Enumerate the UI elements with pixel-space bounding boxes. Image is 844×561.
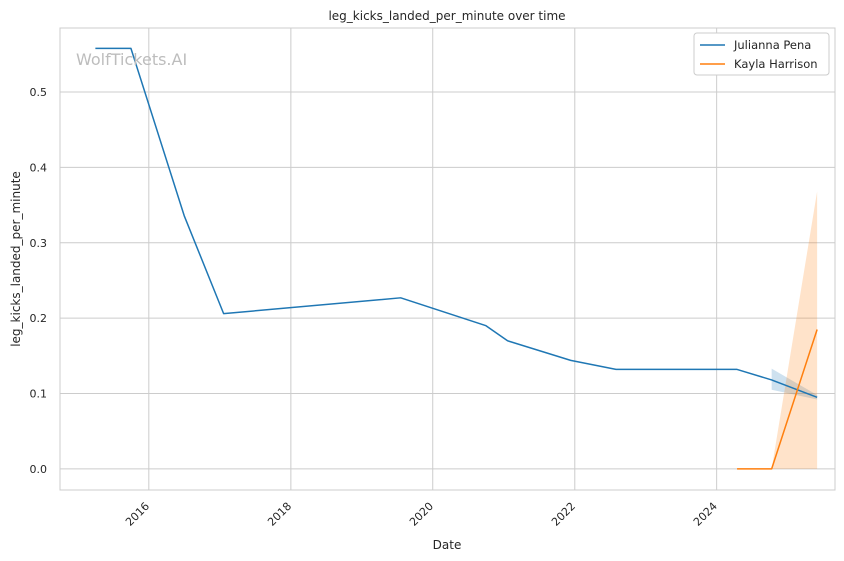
plot-frame	[59, 27, 836, 491]
legend: Julianna Pena Kayla Harrison	[693, 32, 830, 76]
y-tick-label: 0.0	[30, 463, 48, 476]
y-tick-label: 0.2	[30, 312, 48, 325]
series-line-julianna-pena	[95, 47, 818, 398]
y-tick-label: 0.3	[30, 237, 48, 250]
watermark-text: WolfTickets.AI	[76, 50, 187, 69]
line-layer	[95, 47, 818, 470]
legend-label-kayla-harrison: Kayla Harrison	[734, 57, 818, 71]
chart-title: leg_kicks_landed_per_minute over time	[328, 9, 565, 23]
legend-box	[693, 32, 830, 76]
confidence-band-kayla-harrison	[771, 191, 818, 469]
y-tick-label: 0.5	[30, 86, 48, 99]
band-layer	[771, 191, 818, 469]
confidence-band-julianna-pena	[771, 368, 818, 400]
grid-layer	[60, 28, 835, 490]
y-tick-label: 0.4	[30, 161, 48, 174]
x-axis-label: Date	[433, 538, 462, 552]
y-axis-label: leg_kicks_landed_per_minute	[9, 171, 23, 347]
series-line-kayla-harrison	[737, 329, 818, 470]
y-tick-label: 0.1	[30, 388, 48, 401]
legend-label-julianna-pena: Julianna Pena	[733, 38, 811, 52]
